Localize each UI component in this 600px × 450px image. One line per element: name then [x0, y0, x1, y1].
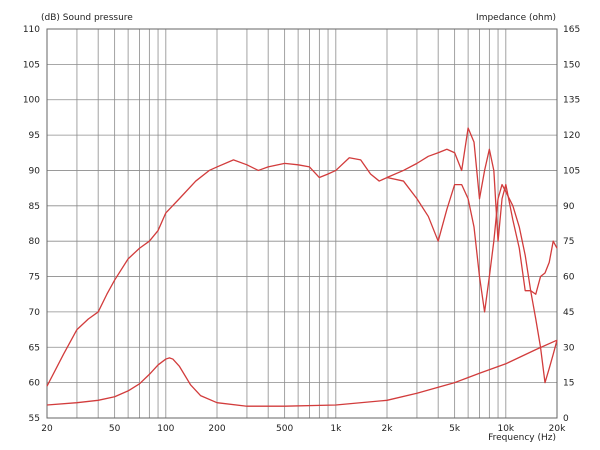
- y-right-tick-label: 45: [563, 308, 574, 318]
- y-left-tick-label: 110: [23, 25, 40, 35]
- y-left-tick-label: 100: [23, 96, 40, 106]
- x-tick-label: 1k: [330, 424, 342, 434]
- x-tick-label: 50: [109, 424, 121, 434]
- y-right-tick-label: 135: [563, 96, 580, 106]
- y-right-tick-label: 60: [563, 273, 575, 283]
- y-left-tick-label: 95: [29, 131, 40, 141]
- y-left-tick-label: 55: [29, 414, 40, 424]
- y-right-tick-label: 15: [563, 379, 574, 389]
- sound-pressure-curve-1: [46, 157, 558, 387]
- y-left-tick-label: 90: [29, 166, 41, 176]
- y-left-tick-label: 80: [29, 237, 41, 247]
- right-axis-title: Impedance (ohm): [476, 13, 556, 23]
- x-tick-label: 5k: [449, 424, 461, 434]
- y-left-tick-label: 70: [29, 308, 41, 318]
- curves: [46, 127, 558, 407]
- x-axis-title: Frequency (Hz): [488, 433, 556, 443]
- x-tick-label: 2k: [382, 424, 394, 434]
- y-left-tick-label: 85: [29, 202, 40, 212]
- x-tick-label: 10k: [497, 424, 514, 434]
- tick-labels: 55 60 65 70 75 80 85 90 95 100 105 110 0 15 30 45 60 75 90…: [23, 25, 581, 434]
- sound-pressure-curve-2: [386, 127, 558, 295]
- y-right-tick-label: 90: [563, 202, 575, 212]
- x-tick-label: 100: [157, 424, 174, 434]
- left-axis-title: (dB) Sound pressure: [41, 13, 133, 23]
- y-left-tick-label: 105: [23, 60, 40, 70]
- grid: [47, 29, 557, 418]
- y-right-tick-label: 30: [563, 343, 575, 353]
- impedance-curve: [46, 339, 558, 407]
- x-tick-label: 500: [276, 424, 293, 434]
- y-left-tick-label: 75: [29, 273, 40, 283]
- y-right-tick-label: 75: [563, 237, 574, 247]
- y-right-tick-label: 120: [563, 131, 580, 141]
- plot-frame: [46, 28, 558, 419]
- x-tick-label: 200: [208, 424, 225, 434]
- y-left-tick-label: 65: [29, 343, 40, 353]
- y-right-tick-label: 165: [563, 25, 580, 35]
- y-right-tick-label: 105: [563, 166, 580, 176]
- y-left-tick-label: 60: [29, 379, 41, 389]
- y-right-tick-label: 150: [563, 60, 580, 70]
- y-right-tick-label: 0: [563, 414, 569, 424]
- x-tick-label: 20k: [549, 424, 566, 434]
- x-tick-label: 20: [41, 424, 53, 434]
